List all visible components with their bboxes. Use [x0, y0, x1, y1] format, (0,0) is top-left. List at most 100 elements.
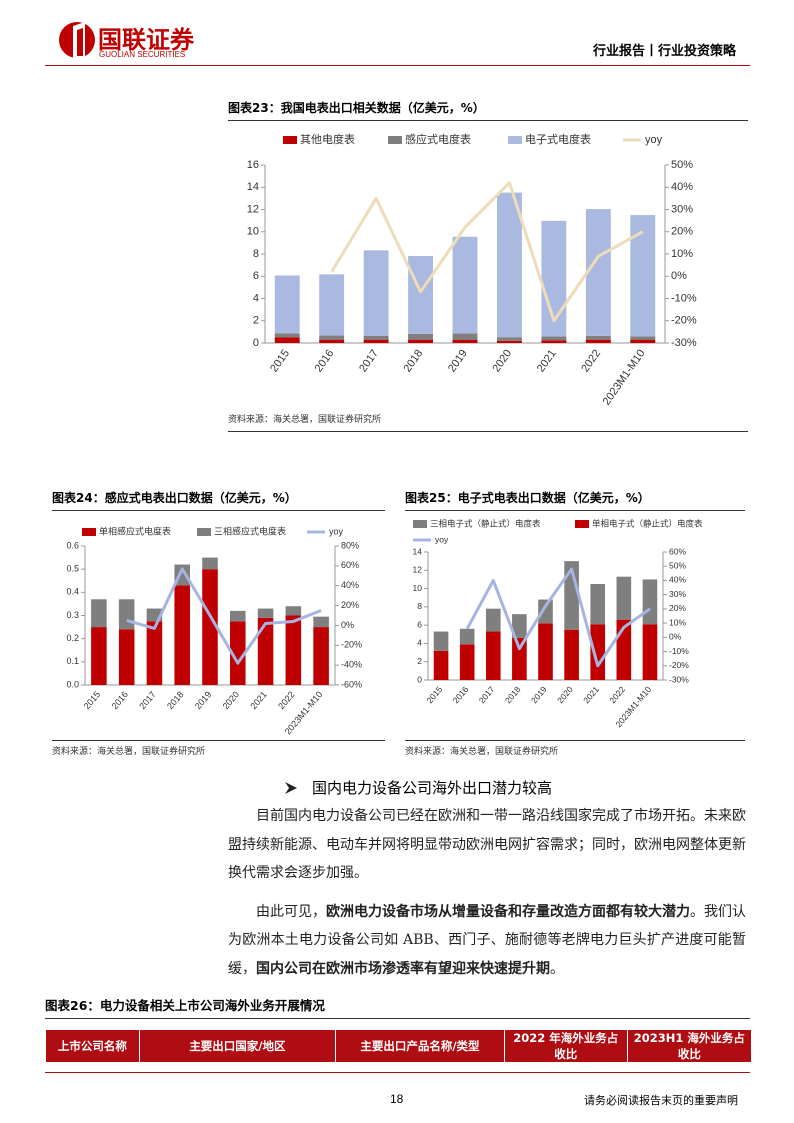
- legend-label: 三相电子式（静止式）电度表: [430, 518, 541, 528]
- table-title: 图表26：电力设备相关上市公司海外业务开展情况: [45, 995, 750, 1019]
- y-tick-label: 14: [413, 546, 423, 556]
- y-tick-label: 4: [417, 638, 422, 648]
- bar-segment: [274, 275, 300, 334]
- legend-swatch: [197, 528, 211, 536]
- text-run: 国内公司在欧洲市场渗透率有望迎来快速提升期: [256, 960, 550, 977]
- bar-segment: [274, 333, 300, 338]
- bar-segment: [642, 579, 658, 625]
- bar-segment: [319, 274, 345, 336]
- x-tick-label: 2021: [581, 684, 601, 705]
- x-tick-label: 2022: [579, 348, 603, 375]
- x-tick-label: 2018: [402, 348, 426, 375]
- y-tick-label: 0.5: [66, 564, 79, 574]
- bar-segment: [274, 337, 300, 343]
- y2-tick-label: -20%: [341, 640, 362, 650]
- yoy-line: [465, 567, 651, 668]
- x-tick-label: 2017: [357, 348, 381, 375]
- bar-segment: [541, 336, 567, 341]
- x-tick-label: 2017: [477, 684, 497, 705]
- bar-segment: [585, 209, 611, 336]
- y-tick-label: 0.3: [66, 610, 79, 620]
- text-run: 由此可见，: [256, 903, 326, 920]
- legend-label: 电子式电度表: [525, 132, 591, 146]
- x-tick-label: 2021: [248, 689, 269, 711]
- legend-label: yoy: [645, 134, 663, 146]
- y2-tick-label: -20%: [669, 660, 689, 670]
- bar-segment: [585, 339, 611, 343]
- y2-tick-label: 0%: [671, 270, 687, 282]
- legend-label: yoy: [435, 534, 449, 544]
- y2-tick-label: 30%: [671, 203, 693, 215]
- x-tick-label: 2018: [165, 689, 186, 711]
- bar-segment: [616, 576, 632, 620]
- x-tick-label: 2017: [137, 689, 158, 711]
- y2-tick-label: -30%: [671, 337, 697, 349]
- bar-segment: [452, 236, 478, 334]
- x-tick-label: 2021: [535, 348, 559, 375]
- bar-segment: [363, 339, 389, 343]
- paragraphs: 目前国内电力设备公司已经在欧洲和一带一路沿线国家完成了市场开拓。未来欧盟持续新能…: [228, 802, 746, 993]
- bar-segment: [202, 569, 218, 685]
- bar-segment: [485, 608, 501, 632]
- x-tick-label: 2020: [490, 348, 514, 375]
- bar-segment: [497, 340, 522, 343]
- table-header-cell: 主要出口国家/地区: [138, 1029, 337, 1063]
- x-tick-label: 2019: [446, 348, 470, 375]
- bar-segment: [319, 335, 345, 340]
- bar-segment: [408, 333, 433, 340]
- legend-label: 单相电子式（静止式）电度表: [592, 518, 703, 528]
- bar-segment: [541, 340, 567, 343]
- y2-tick-label: 0%: [669, 632, 682, 642]
- report-category: 行业报告丨行业投资策略: [592, 44, 736, 59]
- legend-swatch: [82, 528, 96, 536]
- bar-segment: [433, 631, 449, 651]
- header-rule: [45, 65, 750, 66]
- section-heading: 国内电力设备公司海外出口潜力较高: [312, 779, 553, 797]
- y-tick-label: 0.4: [66, 587, 79, 597]
- bar-segment: [313, 616, 329, 628]
- x-tick-label: 2022: [276, 689, 297, 711]
- yoy-line: [126, 567, 322, 665]
- y2-tick-label: 30%: [669, 589, 686, 599]
- bar-segment: [459, 644, 475, 680]
- y2-tick-label: 60%: [669, 546, 686, 556]
- bar-segment: [363, 250, 389, 336]
- bar-segment: [285, 615, 302, 685]
- y2-tick-label: 40%: [671, 181, 693, 193]
- legend-swatch: [413, 520, 427, 528]
- bar-segment: [538, 599, 553, 624]
- bar-segment: [319, 339, 345, 343]
- y2-tick-label: 0%: [341, 620, 354, 630]
- source: 资料来源：海关总署，国联证券研究所: [228, 412, 748, 432]
- bar-segment: [590, 584, 606, 625]
- table: 上市公司名称 主要出口国家/地区 主要出口产品名称/类型 2022 年海外业务占收比 2…: [45, 1029, 753, 1063]
- bar-segment: [630, 339, 656, 343]
- y2-tick-label: -40%: [341, 660, 362, 670]
- paragraph: 由此可见，欧洲电力设备市场从增量设备和存量改造方面都有较大潜力。我们认为欧洲本土…: [228, 898, 746, 984]
- y-tick-label: 14: [247, 181, 259, 193]
- y-tick-label: 0: [253, 337, 259, 349]
- bar-segment: [642, 624, 658, 680]
- x-tick-label: 2023M1-M10: [601, 348, 648, 408]
- bar-segment: [485, 631, 501, 680]
- y-tick-label: 10: [413, 583, 423, 593]
- y-tick-label: 0.0: [66, 679, 79, 689]
- legend-label: yoy: [329, 526, 344, 536]
- y-tick-label: 8: [417, 601, 422, 611]
- y2-tick-label: -10%: [671, 292, 697, 304]
- y-tick-label: 4: [253, 292, 259, 304]
- x-tick-label: 2019: [193, 689, 214, 711]
- bar-segment: [452, 339, 478, 343]
- x-tick-label: 2016: [109, 689, 130, 711]
- text-run: 。我们认为欧洲本土电力设备公司如 ABB、西门子、施耐德等老牌电力巨头扩产进度可…: [228, 903, 746, 977]
- table-rule: [45, 1072, 750, 1073]
- bar-segment: [257, 608, 274, 618]
- y-tick-label: 10: [247, 226, 259, 238]
- table-header-cell: 2022 年海外业务占收比: [503, 1029, 628, 1063]
- legend-label: 其他电度表: [300, 132, 355, 146]
- table-header-cell: 2023H1 海外业务占收比: [626, 1029, 753, 1063]
- y-tick-label: 0.1: [66, 656, 79, 666]
- bar-segment: [174, 585, 190, 685]
- y2-tick-label: 40%: [669, 575, 686, 585]
- y2-tick-label: 20%: [341, 600, 359, 610]
